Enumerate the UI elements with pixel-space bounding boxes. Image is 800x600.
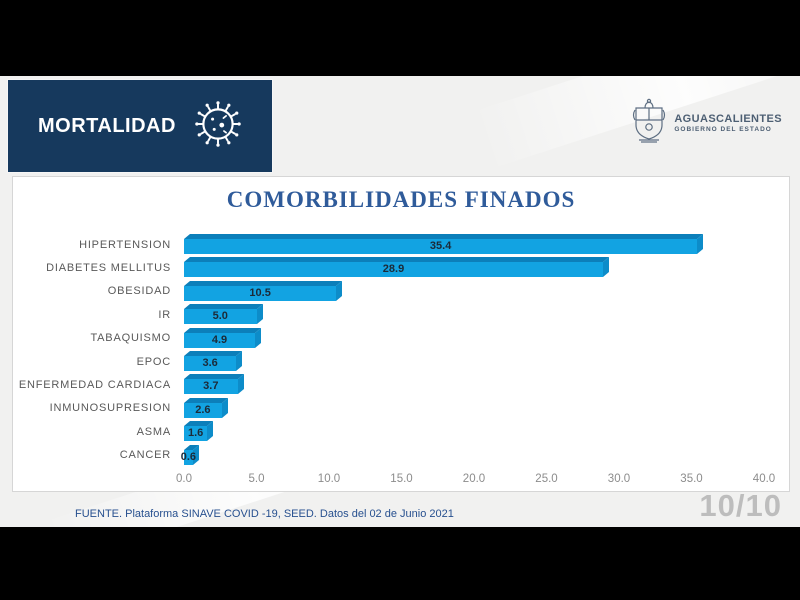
bar: 5.0 <box>184 309 257 325</box>
x-axis-tick: 10.0 <box>317 473 341 485</box>
bar: 3.6 <box>184 355 237 371</box>
government-logo: AGUASCALIENTES GOBIERNO DEL ESTADO <box>631 98 782 149</box>
bar-value-label: 35.4 <box>429 240 452 252</box>
bar-value-label: 3.7 <box>203 380 219 393</box>
chart-row: CANCER 0.6 <box>13 444 764 467</box>
bar-value-label: 10.5 <box>249 286 271 299</box>
source-note: FUENTE. Plataforma SINAVE COVID -19, SEE… <box>75 508 454 520</box>
category-label: OBESIDAD <box>107 285 171 298</box>
category-label: TABAQUISMO <box>90 332 171 345</box>
chart-row: ENFERMEDAD CARDIACA 3.7 <box>13 373 764 396</box>
bar-value-label: 3.6 <box>202 356 218 369</box>
bar-track: 35.4 <box>184 233 764 256</box>
mortality-header-band: MORTALIDAD <box>8 80 272 172</box>
x-axis-tick: 30.0 <box>607 473 631 485</box>
x-axis: 0.0 5.0 10.0 15.0 20.0 25.0 30.0 35.0 40.0 <box>176 473 775 489</box>
bar-track: 4.9 <box>184 327 764 350</box>
letterbox-top <box>0 0 800 76</box>
bar: 0.6 <box>180 449 196 465</box>
bar-value-label: 4.9 <box>211 333 228 346</box>
bar: 35.4 <box>184 239 698 254</box>
bar-value-label: 0.6 <box>180 450 196 463</box>
category-label: HIPERTENSION <box>79 238 171 251</box>
chart-row: OBESIDAD 10.5 <box>13 280 764 303</box>
x-axis-tick: 35.0 <box>680 473 703 485</box>
category-label: EPOC <box>136 355 171 368</box>
x-axis-tick: 25.0 <box>535 473 558 485</box>
category-label: ASMA <box>136 425 171 438</box>
chart-row: ASMA 1.6 <box>13 420 764 443</box>
category-label: CANCER <box>119 449 171 462</box>
x-axis-tick: 0.0 <box>176 473 192 485</box>
chart-row: TABAQUISMO 4.9 <box>13 327 764 350</box>
x-axis-tick: 15.0 <box>390 473 413 485</box>
bar: 10.5 <box>184 285 337 301</box>
bar-track: 2.6 <box>184 397 764 420</box>
chart-title: COMORBILIDADES FINADOS <box>226 187 576 212</box>
bar-value-label: 5.0 <box>212 310 228 323</box>
x-axis-tick: 40.0 <box>752 473 776 485</box>
category-label: ENFERMEDAD CARDIACA <box>18 379 171 392</box>
bar: 2.6 <box>184 402 222 418</box>
band-title: MORTALIDAD <box>38 114 176 137</box>
chart-row: EPOC 3.6 <box>13 350 764 373</box>
bar-track: 3.6 <box>184 350 764 373</box>
bar: 28.9 <box>184 262 604 278</box>
letterbox-bottom <box>0 527 800 600</box>
state-subtitle: GOBIERNO DEL ESTADO <box>674 126 772 134</box>
category-label: DIABETES MELLITUS <box>46 262 171 275</box>
state-name: AGUASCALIENTES <box>674 113 782 126</box>
bar: 1.6 <box>184 426 208 442</box>
bar-value-label: 1.6 <box>187 427 204 440</box>
chart-row: IR 5.0 <box>13 303 764 326</box>
x-axis-tick: 20.0 <box>462 473 486 485</box>
chart-panel: COMORBILIDADES FINADOS HIPERTENSION 35.4 D… <box>12 176 790 492</box>
bar-track: 3.7 <box>184 373 764 396</box>
page-indicator: 10/10 <box>699 488 782 523</box>
virus-icon <box>192 98 244 155</box>
bar-track: 5.0 <box>184 303 764 326</box>
chart-row: INMUNOSUPRESION 2.6 <box>13 397 764 420</box>
bar-track: 28.9 <box>184 256 764 279</box>
x-axis-tick: 5.0 <box>248 473 265 485</box>
bar: 4.9 <box>184 332 256 348</box>
bar-value-label: 28.9 <box>382 263 405 276</box>
chart-row: DIABETES MELLITUS 28.9 <box>13 256 764 279</box>
slide-background: MORTALIDAD <box>0 0 800 566</box>
bar-track: 10.5 <box>184 280 764 303</box>
bar-track: 1.6 <box>184 420 764 443</box>
bar-track: 0.6 <box>180 444 764 467</box>
category-label: IR <box>158 308 171 321</box>
bar-chart: HIPERTENSION 35.4 DIABETES MELLITUS 28.9 OBE… <box>13 233 764 467</box>
chart-row: HIPERTENSION 35.4 <box>13 233 764 256</box>
coat-of-arms-icon <box>631 98 667 149</box>
bar: 3.7 <box>184 379 238 395</box>
bar-value-label: 2.6 <box>195 403 211 416</box>
category-label: INMUNOSUPRESION <box>49 402 171 415</box>
